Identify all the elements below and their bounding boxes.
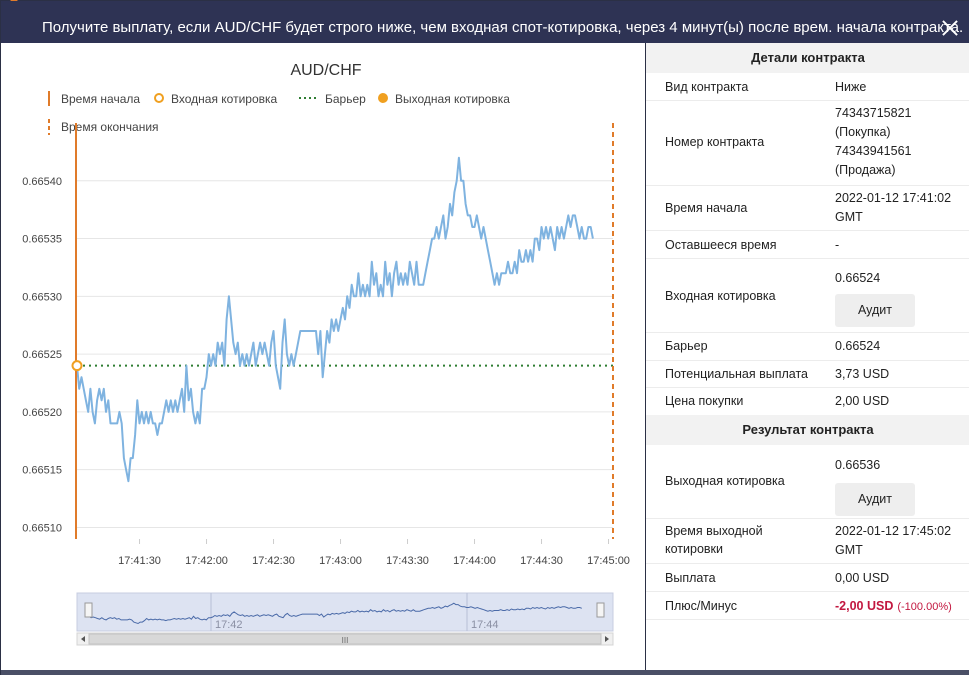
barrier-label: Барьер xyxy=(665,339,708,353)
chart-svg: AUD/CHF Время начала Входная котировка Барь… xyxy=(22,62,630,646)
row-profit-loss: Плюс/Минус -2,00 USD (-100.00%) xyxy=(646,592,969,620)
row-payout: Выплата 0,00 USD xyxy=(646,564,969,592)
exit-time-label-line: котировки xyxy=(665,542,723,556)
legend-exit-spot-marker xyxy=(378,93,388,103)
row-start-time: Время начала 2022-01-12 17:41:02 GMT xyxy=(646,186,969,231)
dialog-header: Получите выплату, если AUD/CHF будет стр… xyxy=(1,1,969,43)
payout-value: 0,00 USD xyxy=(835,571,890,585)
y-tick-label: 0.66530 xyxy=(22,291,62,303)
x-tick-label: 17:43:00 xyxy=(319,555,362,567)
y-tick-label: 0.66510 xyxy=(22,522,62,534)
navigator-tick-label: 17:44 xyxy=(471,619,499,631)
price-series-line xyxy=(76,156,594,483)
entry-spot-marker xyxy=(71,360,83,372)
row-barrier: Барьер 0.66524 xyxy=(646,333,969,361)
legend-barrier-label: Барьер xyxy=(325,92,366,106)
row-purchase-price: Цена покупки 2,00 USD xyxy=(646,388,969,415)
start-time-line: 2022-01-12 17:41:02 xyxy=(835,191,952,205)
y-tick-label: 0.66540 xyxy=(22,176,62,188)
scrollbar-right-arrow-icon[interactable] xyxy=(605,636,609,642)
start-time-label: Время начала xyxy=(665,201,748,215)
profit-loss-label: Плюс/Минус xyxy=(665,599,738,613)
y-tick-label: 0.66525 xyxy=(22,349,62,361)
profit-loss-amount: -2,00 USD xyxy=(835,599,894,613)
exit-audit-button[interactable]: Аудит xyxy=(835,483,915,516)
row-remaining-time: Оставшееся время - xyxy=(646,231,969,259)
potential-payout-value: 3,73 USD xyxy=(835,367,890,381)
row-exit-time: Время выходной котировки 2022-01-12 17:4… xyxy=(646,519,969,564)
exit-spot-label: Выходная котировка xyxy=(665,474,785,488)
entry-spot-value: 0.66524 xyxy=(835,271,881,285)
exit-time-value: 2022-01-12 17:45:02 GMT xyxy=(835,522,951,560)
panel-divider xyxy=(645,43,646,675)
contract-type-value: Ниже xyxy=(835,80,867,94)
start-time-value: 2022-01-12 17:41:02 GMT xyxy=(835,189,951,227)
result-section-title: Результат контракта xyxy=(646,415,969,445)
contract-number-line: 74343941561 xyxy=(835,144,912,158)
row-entry-spot: Входная котировка 0.66524 Аудит xyxy=(646,259,969,333)
legend-entry-spot-label: Входная котировка xyxy=(171,92,278,106)
x-tick-label: 17:44:00 xyxy=(453,555,496,567)
y-tick-label: 0.66535 xyxy=(22,234,62,246)
exit-time-line: 2022-01-12 17:45:02 xyxy=(835,524,952,538)
contract-number-label: Номер контракта xyxy=(665,135,765,149)
contract-details-panel: Детали контракта Вид контракта Ниже Номе… xyxy=(646,43,969,670)
entry-spot-label: Входная котировка xyxy=(665,289,776,303)
exit-time-line: GMT xyxy=(835,543,863,557)
contract-number-line: 74343715821 xyxy=(835,106,912,120)
chart-title: AUD/CHF xyxy=(290,62,361,79)
legend-end-time-label: Время окончания xyxy=(61,120,159,134)
contract-number-line: (Продажа) xyxy=(835,163,896,177)
navigator-series xyxy=(88,602,582,625)
legend-start-time-label: Время начала xyxy=(61,92,140,106)
contract-number-value: 74343715821 (Покупка) 74343941561 (Прода… xyxy=(835,104,911,180)
bottom-bar xyxy=(1,670,969,675)
close-icon[interactable] xyxy=(940,18,960,38)
remaining-time-value: - xyxy=(835,238,840,252)
navigator-mask xyxy=(76,592,614,632)
x-tick-label: 17:43:30 xyxy=(386,555,429,567)
details-section-title: Детали контракта xyxy=(646,43,969,73)
x-tick-label: 17:41:30 xyxy=(118,555,161,567)
scrollbar-thumb[interactable] xyxy=(88,633,602,645)
y-tick-label: 0.66520 xyxy=(22,407,62,419)
exit-time-label-line: Время выходной xyxy=(665,524,763,538)
legend-entry-spot-marker xyxy=(154,93,164,103)
row-contract-type: Вид контракта Ниже xyxy=(646,73,969,101)
navigator-handle[interactable] xyxy=(84,602,93,618)
y-tick-label: 0.66515 xyxy=(22,465,62,477)
exit-time-label: Время выходной котировки xyxy=(665,522,763,558)
x-tick-label: 17:45:00 xyxy=(587,555,630,567)
entry-audit-button[interactable]: Аудит xyxy=(835,294,915,327)
x-tick-label: 17:42:00 xyxy=(185,555,228,567)
dialog-title: Получите выплату, если AUD/CHF будет стр… xyxy=(42,19,964,36)
legend-exit-spot-label: Выходная котировка xyxy=(395,92,510,106)
payout-label: Выплата xyxy=(665,571,716,585)
scrollbar-grip: III xyxy=(342,636,349,645)
navigator-tick-label: 17:42 xyxy=(215,619,243,631)
potential-payout-label: Потенциальная выплата xyxy=(665,367,808,381)
exit-spot-value: 0.66536 xyxy=(835,458,881,472)
row-exit-spot: Выходная котировка 0.66536 Аудит xyxy=(646,445,969,519)
purchase-price-label: Цена покупки xyxy=(665,394,744,408)
remaining-time-label: Оставшееся время xyxy=(665,238,777,252)
contract-number-line: (Покупка) xyxy=(835,125,891,139)
x-tick-label: 17:44:30 xyxy=(520,555,563,567)
row-potential-payout: Потенциальная выплата 3,73 USD xyxy=(646,361,969,388)
x-tick-label: 17:42:30 xyxy=(252,555,295,567)
profit-loss-value: -2,00 USD (-100.00%) xyxy=(835,597,952,617)
row-contract-number: Номер контракта 74343715821 (Покупка) 74… xyxy=(646,101,969,186)
scrollbar-left-arrow-icon[interactable] xyxy=(81,636,85,642)
barrier-value: 0.66524 xyxy=(835,339,881,353)
navigator-handle[interactable] xyxy=(596,602,605,618)
chart-panel: AUD/CHF Время начала Входная котировка Барь… xyxy=(1,43,646,675)
purchase-price-value: 2,00 USD xyxy=(835,394,890,408)
contract-type-label: Вид контракта xyxy=(665,80,749,94)
profit-loss-percent: (-100.00%) xyxy=(897,601,952,613)
start-time-line: GMT xyxy=(835,210,863,224)
